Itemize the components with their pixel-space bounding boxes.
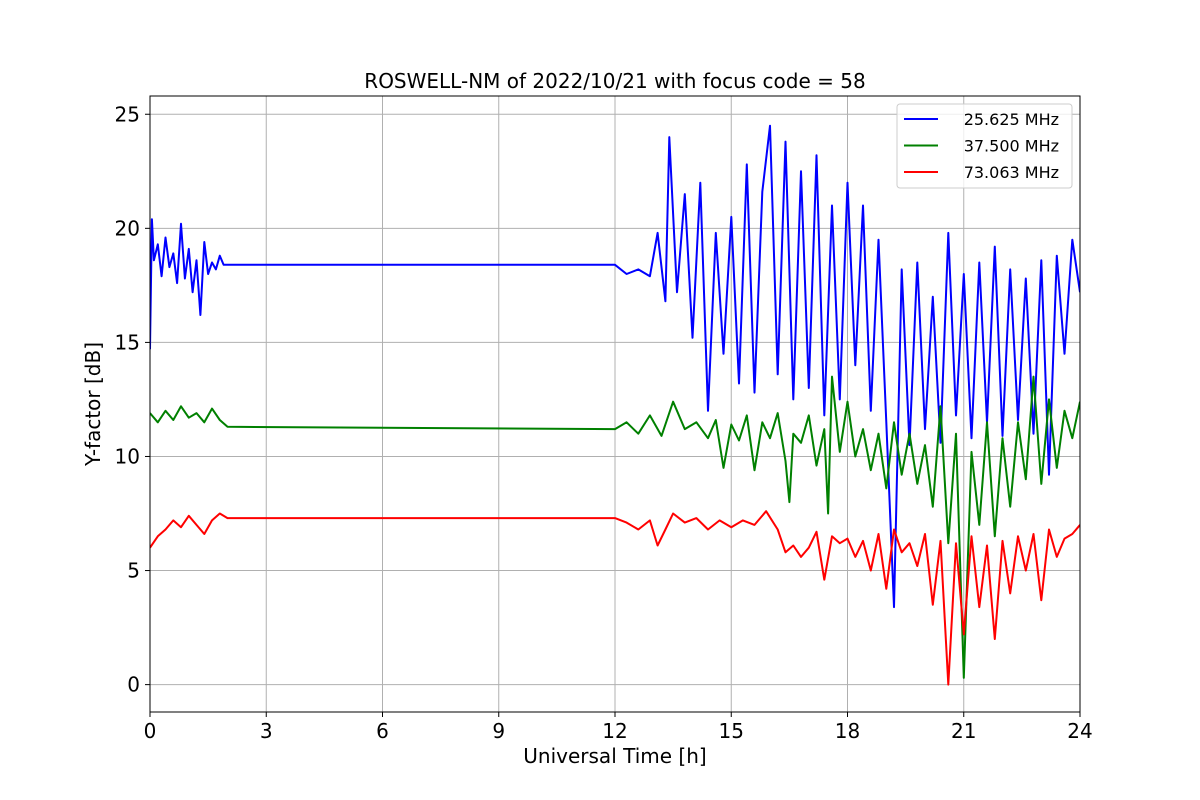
x-tick-label: 21 [951,719,976,743]
y-axis-label: Y-factor [dB] [81,342,105,467]
x-tick-label: 3 [260,719,273,743]
legend-label-2: 37.500 MHz [964,137,1059,156]
x-tick-label: 24 [1067,719,1092,743]
series-line-1 [150,124,1080,609]
y-tick-label: 10 [115,444,140,468]
y-tick-label: 0 [127,673,140,697]
legend-label-1: 25.625 MHz [964,110,1059,129]
series-line-2 [150,375,1080,679]
x-axis-label: Universal Time [h] [523,744,706,768]
y-tick-label: 5 [127,559,140,583]
x-tick-label: 6 [376,719,389,743]
chart-title: ROSWELL-NM of 2022/10/21 with focus code… [364,69,865,93]
y-tick-label: 20 [115,216,140,240]
legend: 25.625 MHz 37.500 MHz 73.063 MHz [896,103,1073,189]
x-tick-label: 12 [602,719,627,743]
series-group [150,124,1080,686]
legend-box [896,103,1073,189]
y-tick-label: 25 [115,102,140,126]
x-tick-label: 0 [144,719,157,743]
plot-area [150,124,1080,686]
x-tick-label: 18 [835,719,860,743]
x-tick-label: 9 [492,719,505,743]
x-tick-label: 15 [719,719,744,743]
axis-ticks: 0 3 6 9 12 15 18 21 24 0 5 10 15 20 25 [115,102,1093,743]
legend-label-3: 73.063 MHz [964,163,1059,182]
series-line-3 [150,510,1080,686]
y-tick-label: 15 [115,330,140,354]
